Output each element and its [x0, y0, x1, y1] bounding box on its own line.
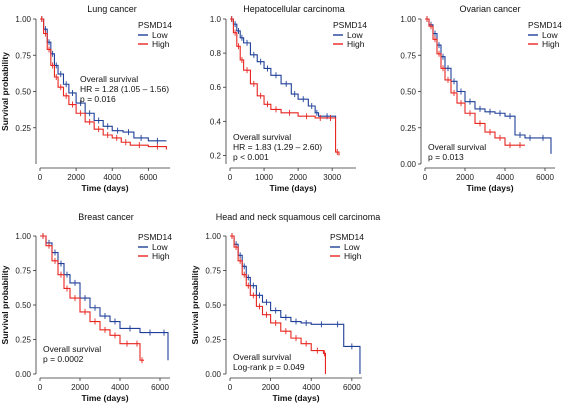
y-tick-label: 0.4	[210, 117, 222, 126]
legend-label-high: High	[152, 251, 170, 261]
legend-label-low: Low	[152, 30, 168, 40]
y-tick-label: 0.2	[210, 151, 222, 160]
y-tick-label: 1.00	[400, 15, 416, 24]
stats-annotation: p = 0.013	[428, 152, 464, 162]
x-axis-label: Time (days)	[269, 183, 316, 193]
stats-annotation: Overall survival	[43, 344, 101, 354]
panel-title: Head and neck squamous cell carcinoma	[216, 212, 381, 222]
legend-label-low: Low	[542, 30, 558, 40]
y-tick-label: 1.00	[15, 232, 31, 241]
y-tick-label: 0.75	[400, 51, 416, 60]
x-tick-label: 2000	[456, 173, 474, 182]
legend-label-high: High	[344, 251, 362, 261]
x-tick-label: 0	[228, 173, 233, 182]
x-tick-label: 4000	[302, 383, 320, 392]
legend-label-low: Low	[152, 242, 168, 252]
y-axis-label: Survival probability	[0, 265, 10, 344]
km-curve-high	[230, 235, 326, 374]
x-tick-label: 3000	[323, 173, 341, 182]
y-tick-label: 0.00	[400, 160, 416, 169]
y-tick-label: 0.75	[15, 51, 31, 60]
y-tick-label: 1.0	[210, 15, 222, 24]
y-axis-label: Survival probability	[0, 52, 10, 131]
y-tick-label: 0.25	[205, 336, 221, 345]
legend-label-high: High	[152, 39, 170, 49]
y-tick-label: 0.50	[400, 88, 416, 97]
y-tick-label: 0.25	[15, 336, 31, 345]
x-tick-label: 0	[423, 173, 428, 182]
panel-title: Breast cancer	[78, 212, 134, 222]
legend-title: PSMD14	[528, 20, 562, 30]
km-panel-5: Head and neck squamous cell carcinoma 0.0…	[190, 212, 380, 403]
y-tick-label: 1.00	[205, 232, 221, 241]
km-panel-2: Hepatocellular carcinoma 0.2 0.4 0.6 0.8 1.0 0…	[210, 4, 367, 193]
legend-label-low: Low	[347, 30, 363, 40]
y-tick-label: 0.50	[205, 301, 221, 310]
x-tick-label: 0	[38, 383, 43, 392]
x-tick-label: 4000	[496, 173, 514, 182]
y-tick-label: 0.50	[15, 301, 31, 310]
legend-label-low: Low	[344, 242, 360, 252]
stats-annotation: p = 0.016	[80, 94, 116, 104]
x-tick-label: 1000	[255, 173, 273, 182]
y-tick-label: 0.00	[205, 370, 221, 379]
km-curve-high	[40, 235, 144, 361]
x-tick-label: 6000	[536, 173, 554, 182]
x-tick-label: 2000	[71, 383, 89, 392]
km-panel-3: Ovarian cancer 0.00 0.25 0.50 0.75 1.00 0 2000 4…	[400, 4, 562, 193]
x-tick-label: 0	[38, 173, 43, 182]
x-tick-label: 6000	[151, 383, 169, 392]
y-tick-label: 0.6	[210, 83, 222, 92]
y-tick-label: 0.25	[15, 124, 31, 133]
legend-title: PSMD14	[330, 232, 364, 242]
km-panel-4: Breast cancer 0.00 0.25 0.50 0.75 1.00 0 2000 40…	[0, 212, 172, 403]
y-tick-label: 0.8	[210, 49, 222, 58]
x-axis-label: Time (days)	[466, 183, 513, 193]
stats-annotation: Overall survival	[428, 142, 486, 152]
km-curve-high	[40, 18, 167, 150]
y-tick-label: 0.00	[15, 370, 31, 379]
x-tick-label: 4000	[103, 173, 121, 182]
stats-annotation: Overall survival	[233, 132, 291, 142]
km-curve-low	[230, 18, 337, 118]
stats-annotation: Log-rank p = 0.049	[233, 362, 305, 372]
legend-label-high: High	[347, 39, 365, 49]
stats-annotation: Overall survival	[80, 74, 138, 84]
legend-title: PSMD14	[138, 232, 172, 242]
stats-annotation: p < 0.001	[233, 152, 269, 162]
km-curve-low	[425, 18, 552, 154]
legend-title: PSMD14	[333, 20, 367, 30]
x-tick-label: 6000	[139, 173, 157, 182]
y-tick-label: 0.25	[400, 124, 416, 133]
y-tick-label: 0.75	[205, 267, 221, 276]
km-curve-high	[425, 18, 525, 146]
x-tick-label: 2000	[67, 173, 85, 182]
stats-annotation: Overall survival	[233, 352, 291, 362]
legend-title: PSMD14	[138, 20, 172, 30]
x-tick-label: 2000	[262, 383, 280, 392]
y-tick-label: 1.00	[15, 15, 31, 24]
km-curve-low	[40, 235, 169, 361]
x-tick-label: 2000	[289, 173, 307, 182]
x-tick-label: 6000	[343, 383, 361, 392]
stats-annotation: HR = 1.28 (1.05 – 1.56)	[80, 84, 169, 94]
panel-title: Lung cancer	[87, 4, 137, 14]
km-curve-low	[40, 18, 167, 142]
stats-annotation: p = 0.0002	[43, 354, 84, 364]
y-axis-label: Survival probability	[190, 265, 200, 344]
km-panel-1: Lung cancer 0.25 0.50 0.75 1.00 0 2000 4000 6000…	[0, 4, 172, 193]
x-tick-label: 0	[228, 383, 233, 392]
x-tick-label: 4000	[111, 383, 129, 392]
x-axis-label: Time (days)	[81, 183, 128, 193]
y-tick-label: 0.50	[15, 88, 31, 97]
panel-title: Hepatocellular carcinoma	[243, 4, 345, 14]
x-axis-label: Time (days)	[272, 393, 319, 403]
panel-title: Ovarian cancer	[459, 4, 520, 14]
stats-annotation: HR = 1.83 (1.29 – 2.60)	[233, 142, 322, 152]
legend-label-high: High	[542, 39, 560, 49]
y-tick-label: 0.75	[15, 267, 31, 276]
x-axis-label: Time (days)	[81, 393, 128, 403]
